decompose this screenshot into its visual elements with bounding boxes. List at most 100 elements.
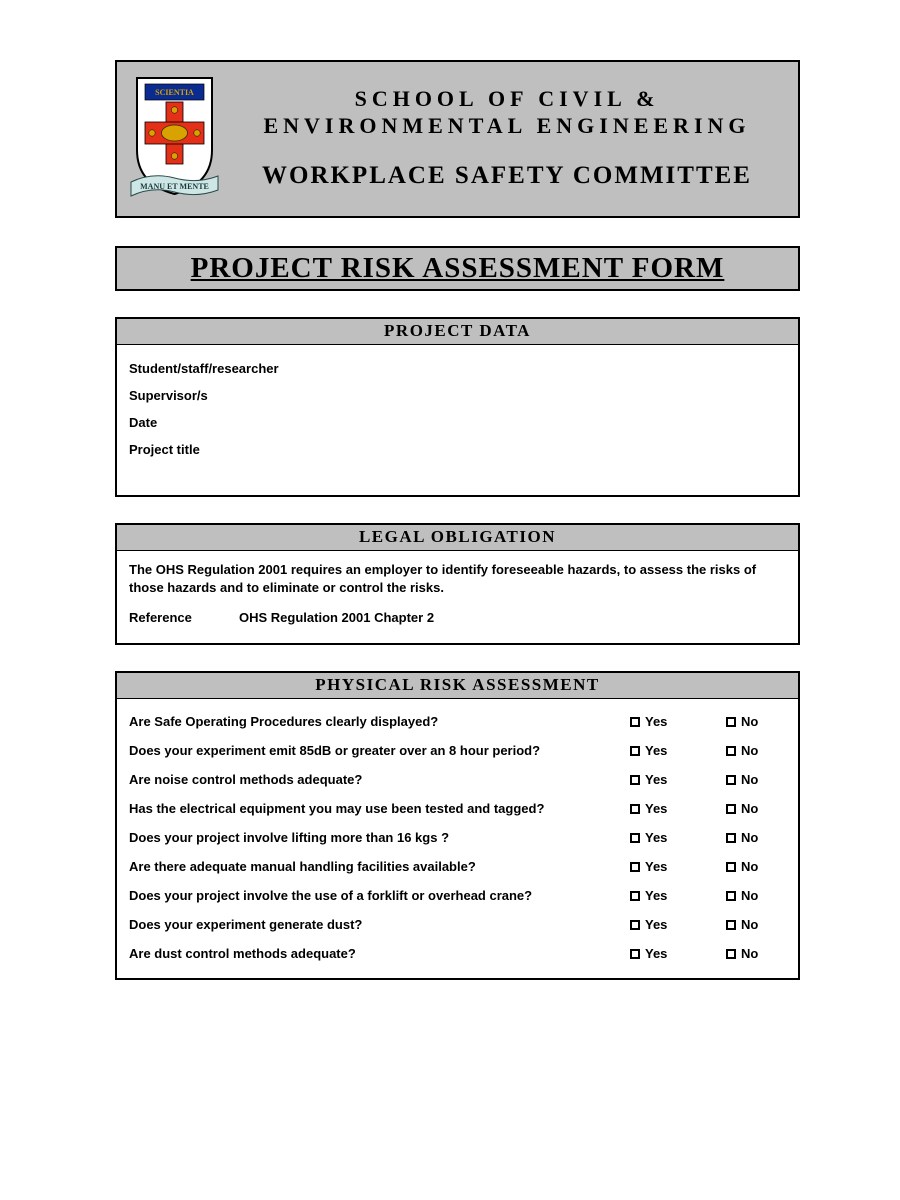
crest-top-word: SCIENTIA	[155, 88, 194, 97]
physical-section: PHYSICAL RISK ASSESSMENT Are Safe Operat…	[115, 671, 800, 980]
question-row: Are dust control methods adequate? Yes N…	[129, 939, 786, 968]
no-label: No	[741, 743, 758, 758]
legal-heading: LEGAL OBLIGATION	[117, 525, 798, 551]
no-label: No	[741, 917, 758, 932]
legal-body: The OHS Regulation 2001 requires an empl…	[117, 551, 798, 643]
question-text: Does your project involve lifting more t…	[129, 830, 630, 845]
yes-label: Yes	[645, 743, 667, 758]
physical-heading: PHYSICAL RISK ASSESSMENT	[117, 673, 798, 699]
no-label: No	[741, 714, 758, 729]
page: SCIENTIA MANU ET MENTE SCHOOL OF CIVIL &…	[0, 0, 900, 1020]
crest-icon: SCIENTIA MANU ET MENTE	[127, 72, 222, 202]
checkbox-icon[interactable]	[726, 746, 736, 756]
checkbox-icon[interactable]	[726, 775, 736, 785]
yes-label: Yes	[645, 772, 667, 787]
question-text: Are there adequate manual handling facil…	[129, 859, 630, 874]
checkbox-icon[interactable]	[726, 804, 736, 814]
crest-banner-text: MANU ET MENTE	[140, 182, 209, 191]
title-box: PROJECT RISK ASSESSMENT FORM	[115, 246, 800, 291]
yes-label: Yes	[645, 801, 667, 816]
no-label: No	[741, 830, 758, 845]
question-text: Are dust control methods adequate?	[129, 946, 630, 961]
yes-option[interactable]: Yes	[630, 859, 726, 874]
yes-option[interactable]: Yes	[630, 917, 726, 932]
project-data-body: Student/staff/researcher Supervisor/s Da…	[117, 345, 798, 495]
question-text: Does your project involve the use of a f…	[129, 888, 630, 903]
yes-option[interactable]: Yes	[630, 743, 726, 758]
question-text: Are noise control methods adequate?	[129, 772, 630, 787]
no-option[interactable]: No	[726, 743, 786, 758]
checkbox-icon[interactable]	[630, 949, 640, 959]
checkbox-icon[interactable]	[630, 717, 640, 727]
checkbox-icon[interactable]	[630, 746, 640, 756]
no-option[interactable]: No	[726, 801, 786, 816]
field-project-title: Project title	[129, 436, 786, 463]
no-label: No	[741, 801, 758, 816]
header-box: SCIENTIA MANU ET MENTE SCHOOL OF CIVIL &…	[115, 60, 800, 218]
checkbox-icon[interactable]	[630, 833, 640, 843]
school-line2: ENVIRONMENTAL ENGINEERING	[234, 112, 780, 140]
checkbox-icon[interactable]	[726, 949, 736, 959]
yes-option[interactable]: Yes	[630, 888, 726, 903]
question-text: Does your experiment emit 85dB or greate…	[129, 743, 630, 758]
yes-label: Yes	[645, 888, 667, 903]
no-option[interactable]: No	[726, 714, 786, 729]
no-option[interactable]: No	[726, 888, 786, 903]
no-label: No	[741, 946, 758, 961]
yes-option[interactable]: Yes	[630, 946, 726, 961]
project-data-heading: PROJECT DATA	[117, 319, 798, 345]
yes-option[interactable]: Yes	[630, 830, 726, 845]
checkbox-icon[interactable]	[630, 804, 640, 814]
reference-row: Reference OHS Regulation 2001 Chapter 2	[129, 610, 786, 625]
field-student: Student/staff/researcher	[129, 355, 786, 382]
checkbox-icon[interactable]	[630, 920, 640, 930]
project-data-section: PROJECT DATA Student/staff/researcher Su…	[115, 317, 800, 497]
school-line1: SCHOOL OF CIVIL &	[234, 85, 780, 113]
form-title: PROJECT RISK ASSESSMENT FORM	[127, 252, 788, 285]
physical-body: Are Safe Operating Procedures clearly di…	[117, 699, 798, 978]
yes-label: Yes	[645, 946, 667, 961]
checkbox-icon[interactable]	[726, 920, 736, 930]
yes-option[interactable]: Yes	[630, 801, 726, 816]
reference-value: OHS Regulation 2001 Chapter 2	[239, 610, 434, 625]
no-option[interactable]: No	[726, 859, 786, 874]
yes-option[interactable]: Yes	[630, 772, 726, 787]
legal-text: The OHS Regulation 2001 requires an empl…	[129, 561, 786, 596]
question-row: Does your project involve lifting more t…	[129, 823, 786, 852]
question-row: Has the electrical equipment you may use…	[129, 794, 786, 823]
question-row: Are Safe Operating Procedures clearly di…	[129, 707, 786, 736]
checkbox-icon[interactable]	[630, 775, 640, 785]
checkbox-icon[interactable]	[726, 717, 736, 727]
no-option[interactable]: No	[726, 917, 786, 932]
checkbox-icon[interactable]	[630, 891, 640, 901]
yes-label: Yes	[645, 917, 667, 932]
question-row: Does your project involve the use of a f…	[129, 881, 786, 910]
checkbox-icon[interactable]	[630, 862, 640, 872]
yes-label: Yes	[645, 714, 667, 729]
header-text: SCHOOL OF CIVIL & ENVIRONMENTAL ENGINEER…	[234, 85, 780, 190]
question-text: Does your experiment generate dust?	[129, 917, 630, 932]
field-supervisor: Supervisor/s	[129, 382, 786, 409]
question-row: Are there adequate manual handling facil…	[129, 852, 786, 881]
checkbox-icon[interactable]	[726, 891, 736, 901]
no-option[interactable]: No	[726, 946, 786, 961]
yes-label: Yes	[645, 830, 667, 845]
committee-line: WORKPLACE SAFETY COMMITTEE	[234, 162, 780, 190]
checkbox-icon[interactable]	[726, 862, 736, 872]
legal-section: LEGAL OBLIGATION The OHS Regulation 2001…	[115, 523, 800, 645]
no-option[interactable]: No	[726, 830, 786, 845]
question-text: Are Safe Operating Procedures clearly di…	[129, 714, 630, 729]
field-date: Date	[129, 409, 786, 436]
question-row: Does your experiment generate dust? Yes …	[129, 910, 786, 939]
no-option[interactable]: No	[726, 772, 786, 787]
checkbox-icon[interactable]	[726, 833, 736, 843]
question-text: Has the electrical equipment you may use…	[129, 801, 630, 816]
yes-label: Yes	[645, 859, 667, 874]
no-label: No	[741, 859, 758, 874]
no-label: No	[741, 888, 758, 903]
reference-label: Reference	[129, 610, 239, 625]
question-row: Are noise control methods adequate? Yes …	[129, 765, 786, 794]
question-row: Does your experiment emit 85dB or greate…	[129, 736, 786, 765]
yes-option[interactable]: Yes	[630, 714, 726, 729]
no-label: No	[741, 772, 758, 787]
